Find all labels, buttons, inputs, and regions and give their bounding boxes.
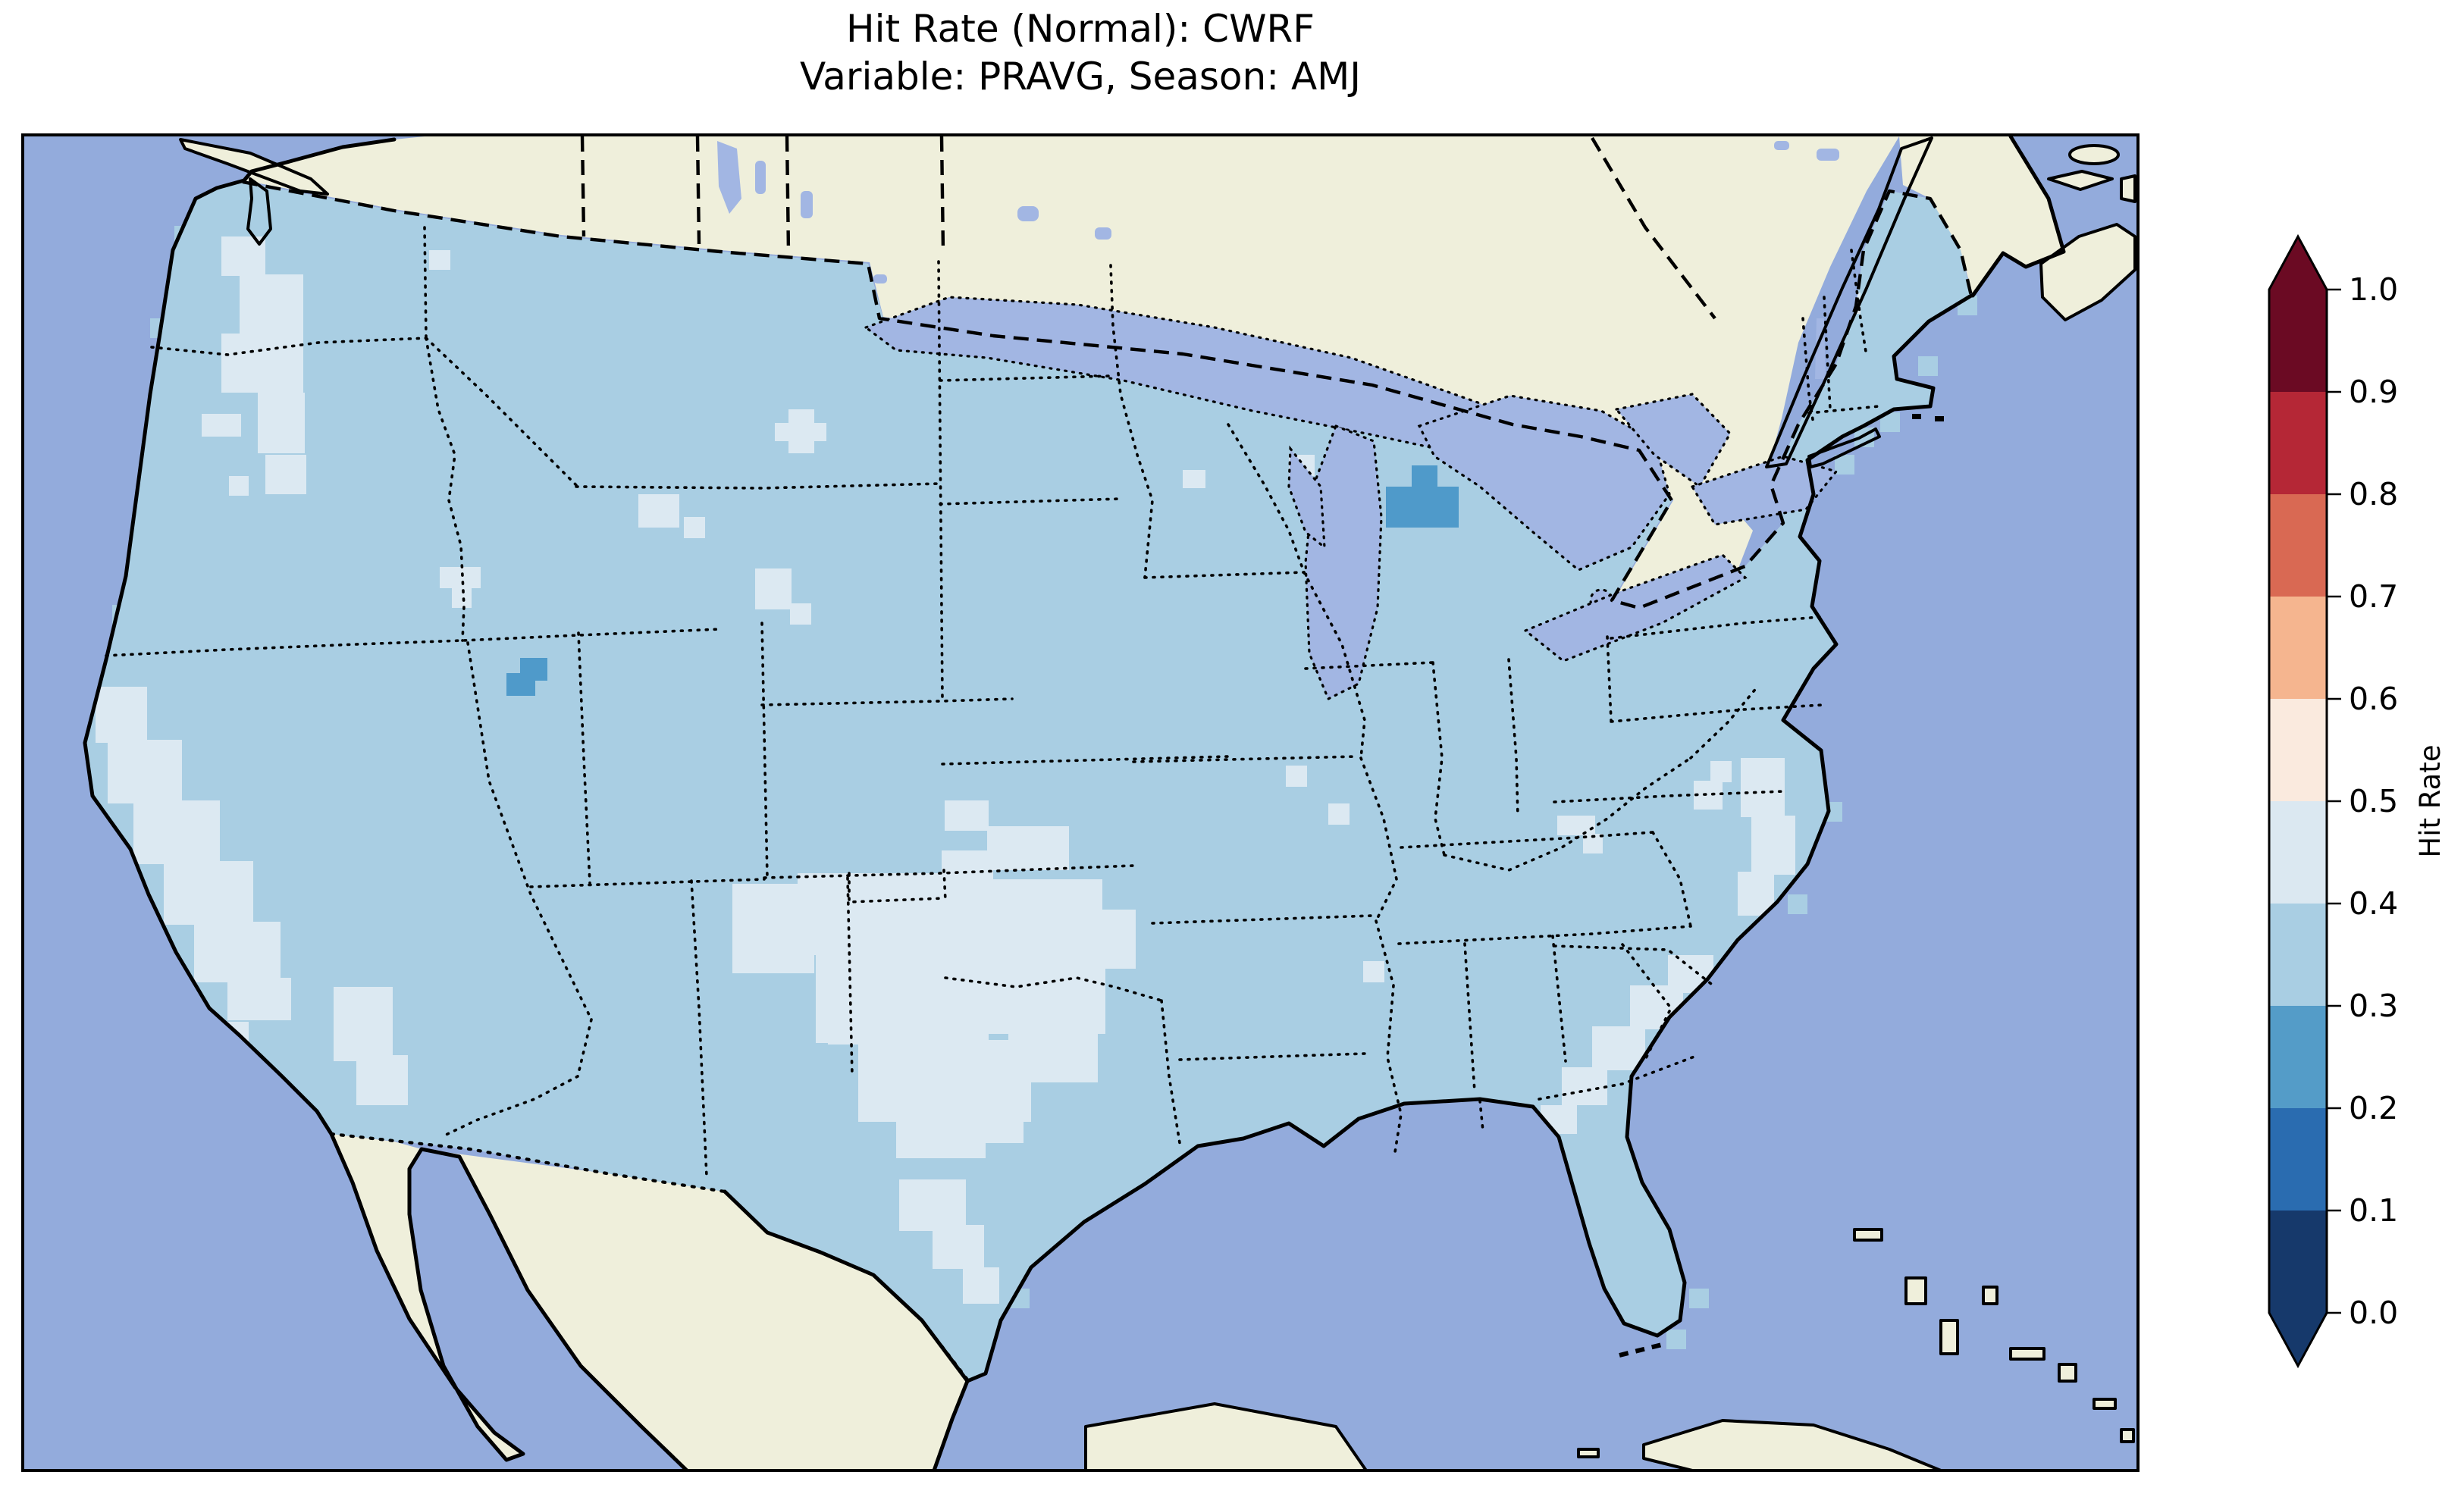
svg-text:1.0: 1.0 bbox=[2349, 271, 2398, 308]
us-mexico-border bbox=[329, 1132, 970, 1382]
marthas-vineyard bbox=[1935, 416, 1944, 421]
lake-ontario bbox=[1690, 455, 1839, 526]
atlantic-gulf-coastline bbox=[723, 293, 1973, 1383]
coastlines bbox=[83, 135, 2066, 1471]
lake-winnipegosis bbox=[755, 161, 766, 194]
puget-sound bbox=[246, 177, 272, 246]
new-brunswick-coastline bbox=[1970, 135, 2066, 298]
svg-text:0.5: 0.5 bbox=[2349, 783, 2398, 819]
cape-breton bbox=[2120, 174, 2136, 203]
cuba bbox=[1642, 1419, 1942, 1471]
gulf-island bbox=[2068, 144, 2120, 165]
lake-manitoba bbox=[801, 191, 813, 218]
lake-winnipeg bbox=[717, 141, 741, 214]
florida-keys bbox=[1619, 1341, 1669, 1358]
svg-text:0.4: 0.4 bbox=[2349, 885, 2398, 922]
colorbar-arrow-bottom bbox=[2269, 1313, 2327, 1366]
lake-huron bbox=[1417, 394, 1671, 572]
yucatan bbox=[1084, 1402, 1368, 1471]
colorbar-ticks bbox=[2327, 288, 2341, 1314]
svg-text:0.0: 0.0 bbox=[2349, 1295, 2398, 1331]
canada-land bbox=[244, 136, 1899, 611]
chart-subtitle: Variable: PRAVG, Season: AMJ bbox=[800, 55, 1361, 99]
lake-nipigon bbox=[1095, 227, 1111, 240]
colorbar: 1.0 0.9 0.8 0.7 0.6 0.5 0.4 0.3 0.2 0.1 … bbox=[2268, 233, 2447, 1369]
colorbar-tick-labels: 1.0 0.9 0.8 0.7 0.6 0.5 0.4 0.3 0.2 0.1 … bbox=[2349, 271, 2398, 1331]
quebec-lake-1 bbox=[1817, 149, 1839, 161]
nantucket bbox=[1912, 414, 1921, 419]
svg-text:0.7: 0.7 bbox=[2349, 578, 2398, 615]
chart-title: Hit Rate (Normal): CWRF bbox=[846, 7, 1315, 51]
state-borders bbox=[105, 226, 1880, 1178]
raster-dark-cells bbox=[506, 465, 1459, 696]
svg-text:0.9: 0.9 bbox=[2349, 374, 2398, 410]
svg-text:0.3: 0.3 bbox=[2349, 988, 2398, 1024]
mexico-gulf-coastline bbox=[932, 1379, 970, 1471]
rainy-lake bbox=[873, 274, 887, 283]
prince-edward-island bbox=[2047, 170, 2114, 191]
map-frame bbox=[21, 133, 2140, 1472]
green-bay bbox=[1287, 445, 1326, 550]
bahamas-islands bbox=[1853, 1228, 2135, 1443]
new-brunswick-land bbox=[1899, 136, 2064, 296]
lake-superior bbox=[863, 296, 1528, 458]
isla-juventud bbox=[1577, 1448, 1600, 1458]
baja-california bbox=[331, 1134, 523, 1460]
map-canvas bbox=[23, 135, 2138, 1471]
svg-text:0.6: 0.6 bbox=[2349, 681, 2398, 717]
svg-text:0.1: 0.1 bbox=[2349, 1192, 2398, 1229]
colorbar-axis-label: Hit Rate bbox=[2414, 744, 2447, 857]
georgian-bay bbox=[1614, 393, 1732, 489]
province-borders bbox=[580, 136, 1716, 320]
lake-michigan bbox=[1304, 424, 1383, 701]
mexico-land bbox=[422, 1149, 967, 1471]
svg-text:0.8: 0.8 bbox=[2349, 476, 2398, 512]
quebec-lake-2 bbox=[1774, 141, 1789, 150]
st-lawrence-river bbox=[1765, 136, 1933, 468]
svg-text:0.2: 0.2 bbox=[2349, 1090, 2398, 1126]
pacific-coastline bbox=[83, 137, 689, 1471]
lake-of-the-woods bbox=[1017, 206, 1039, 221]
colorbar-bands bbox=[2269, 290, 2327, 1313]
colorbar-arrow-top bbox=[2269, 236, 2327, 290]
vancouver-island bbox=[179, 138, 329, 196]
